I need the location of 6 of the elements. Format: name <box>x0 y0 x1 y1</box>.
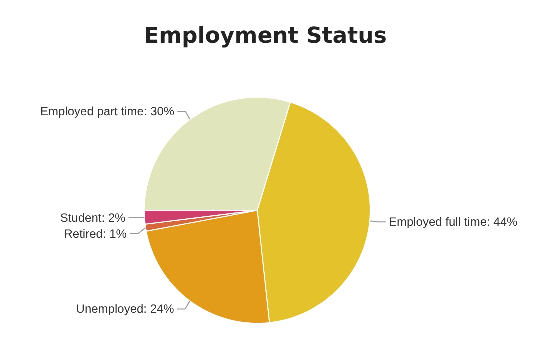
slice-label: Employed full time: 44% <box>388 215 518 230</box>
chart-title: Employment Status <box>144 24 387 49</box>
slice-label: Student: 2% <box>60 211 126 225</box>
slice-label: Employed part time: 30% <box>40 104 175 119</box>
slice-label: Unemployed: 24% <box>76 302 175 316</box>
slice-label: Retired: 1% <box>64 227 128 241</box>
